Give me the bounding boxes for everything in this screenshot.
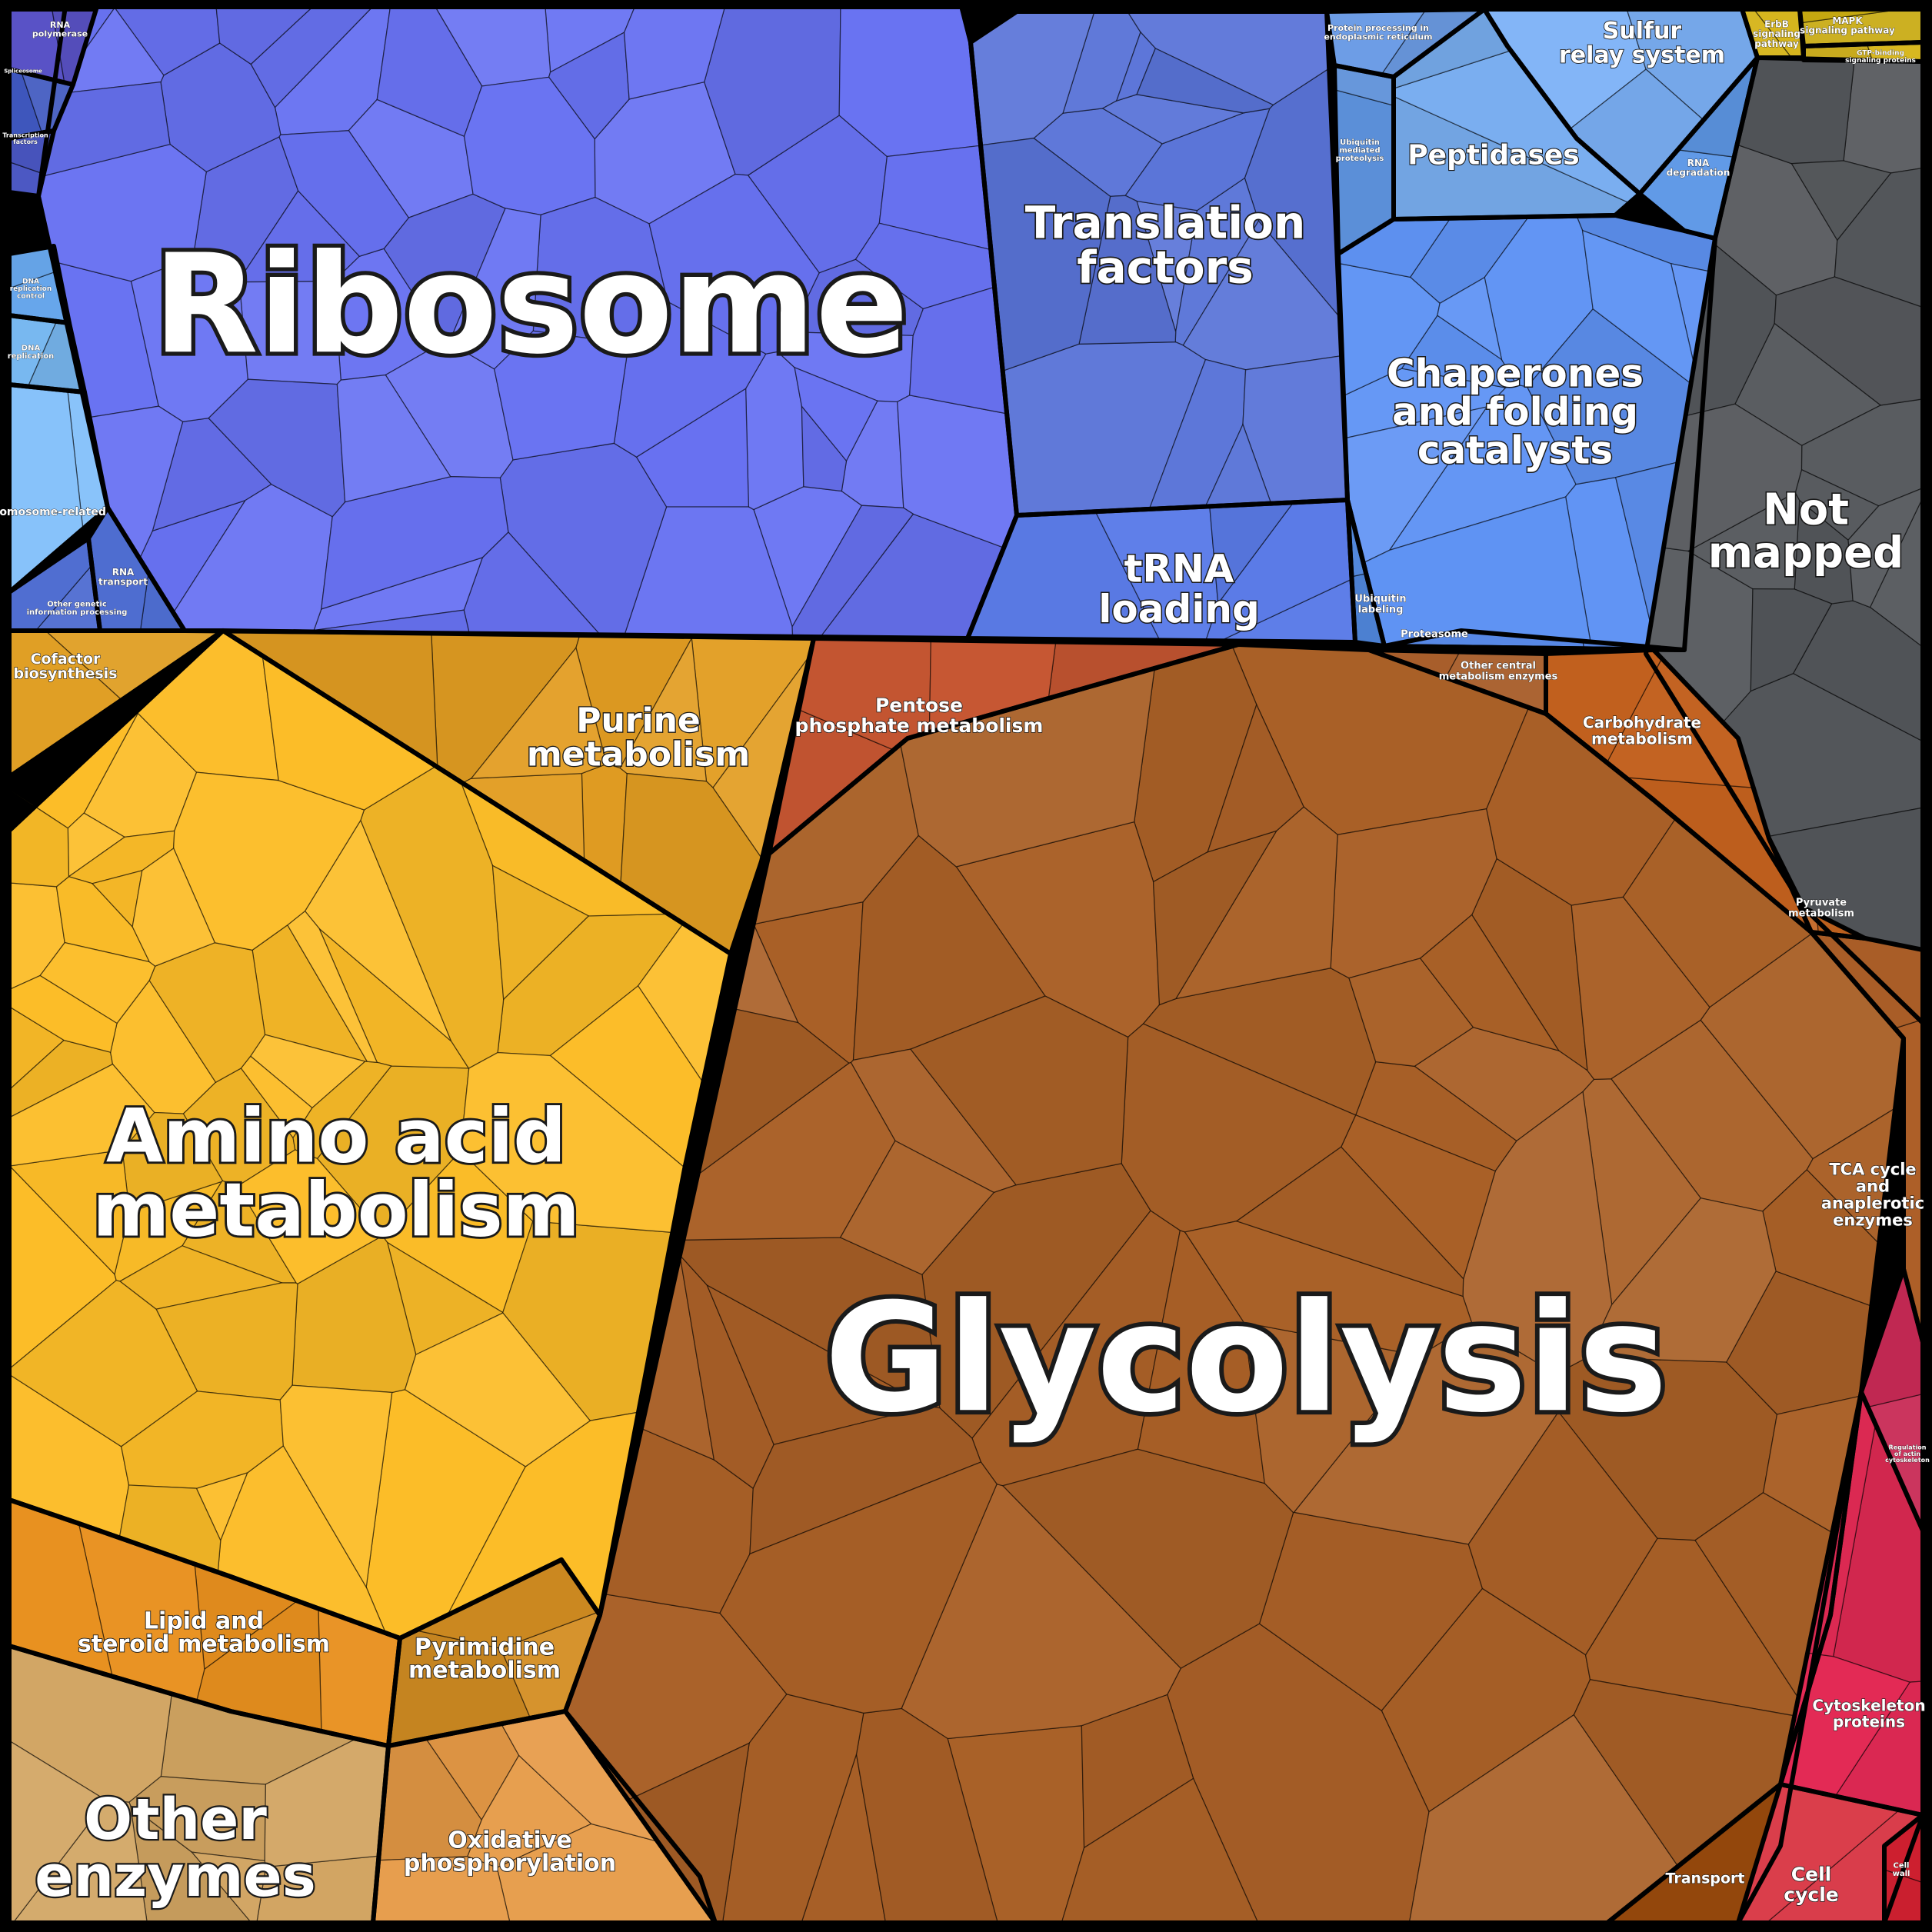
protein-cell [279, 1384, 393, 1589]
region-label-spliceosome: Spliceosome [4, 68, 42, 75]
protein-cell [719, 1461, 998, 1714]
protein-cell [794, 366, 878, 462]
region-border-oxphos [371, 1709, 718, 1925]
protein-cell [132, 848, 216, 967]
region-label-amino-acid: Amino acid metabolism [92, 1094, 579, 1254]
region-label-oxphos: Oxidative phosphorylation [404, 1827, 616, 1877]
region-label-mapk: MAPK signaling pathway [1800, 15, 1895, 36]
region-label-dna-repair: DNA replication control [10, 278, 52, 301]
protein-cell [173, 771, 365, 951]
region-label-chaperones: Chaperones and folding catalysts [1387, 351, 1644, 473]
region-border-glycolysis [563, 642, 1906, 1925]
region-border-purine [221, 628, 816, 956]
region-label-proteasome: Proteasome [1401, 629, 1468, 641]
region-label-actin-regulation: Regulation of actin cytoskeleton [1885, 1444, 1930, 1464]
region-label-pentose-phosphate: Pentose phosphate metabolism [795, 695, 1044, 737]
protein-cell [286, 910, 378, 1064]
protein-cell [980, 138, 1111, 372]
region-label-cytoskeleton: Cytoskeleton proteins [1812, 1697, 1925, 1731]
region-label-pyruvate: Pyruvate metabolism [1788, 898, 1854, 920]
region-border-ubiquitin-proteolysis [1332, 63, 1396, 256]
region-label-dna-replication: DNA replication [8, 344, 55, 361]
region-border-ubiquitin-labeling [1345, 498, 1387, 648]
protein-cell [1467, 1411, 1658, 1656]
region-border-pentose-phosphate [767, 636, 1241, 856]
protein-cell [491, 864, 590, 1001]
protein-cell [839, 1140, 995, 1275]
region-label-translation-factors: Translation factors [1025, 196, 1306, 293]
region-label-ubiquitin-labeling: Ubiquitin labeling [1354, 594, 1406, 616]
protein-cell [648, 173, 820, 355]
protein-cell [493, 330, 630, 461]
protein-cell [838, 5, 981, 158]
protein-cell [909, 995, 1129, 1186]
region-label-other-enzymes: Other enzymes [35, 1787, 316, 1910]
protein-cell [1437, 276, 1503, 361]
region-label-sulfur-relay: Sulfur relay system [1559, 18, 1725, 69]
protein-cell [404, 1312, 591, 1467]
region-label-ubiquitin-proteolysis: Ubiquitin mediated proteolysis [1336, 138, 1384, 163]
protein-cell [278, 130, 410, 257]
region-label-erbb: ErbB signaling pathway [1753, 19, 1800, 49]
region-label-rna-polymerase: RNA polymerase [32, 20, 88, 39]
region-label-cell-cycle: Cell cycle [1784, 1864, 1838, 1906]
region-label-transcription-factors: Transcription factors [2, 132, 48, 145]
protein-cell [470, 646, 608, 779]
region-label-glycolysis: Glycolysis [824, 1271, 1668, 1445]
protein-cell [1843, 59, 1924, 174]
protein-cell [749, 1405, 982, 1555]
region-label-lipid: Lipid and steroid metabolism [78, 1608, 330, 1658]
region-label-ribosome: Ribosome [153, 225, 908, 384]
region-border-proteasome [1382, 628, 1687, 652]
region-label-dna-recombination: Other genetic information processing [27, 600, 128, 617]
region-label-cell-wall: Cell wall [1893, 1861, 1910, 1878]
region-label-not-mapped: Not mapped [1708, 485, 1904, 578]
region-label-rna-transport: RNA transport [98, 567, 148, 588]
region-label-carbohydrate: Carbohydrate metabolism [1583, 714, 1701, 748]
region-label-rna-degradation: RNA degradation [1667, 158, 1730, 178]
region-label-protein-processing-er: Protein processing in endoplasmic reticul… [1324, 23, 1432, 42]
region-label-cofactor: Cofactor biosynthesis [13, 651, 117, 682]
protein-cell [1750, 588, 1833, 692]
region-label-other-central: Other central metabolism enzymes [1439, 661, 1558, 683]
region-label-gtp-binding: GTP-binding signaling proteins [1845, 49, 1916, 65]
protein-cell [1419, 914, 1561, 1052]
protein-cell [777, 331, 914, 403]
protein-cell [1136, 48, 1274, 114]
protein-cell [336, 374, 451, 503]
region-label-purine: Purine metabolism [527, 701, 750, 774]
protein-cell [1581, 229, 1701, 392]
protein-cell [1207, 703, 1304, 853]
protein-cell [130, 256, 248, 422]
region-label-chromosome-related: Chromosome-related [0, 506, 106, 518]
region-label-pyrimidine: Pyrimidine metabolism [408, 1634, 561, 1684]
protein-cell [1790, 160, 1892, 242]
region-label-trna-loading: tRNA loading [1098, 546, 1260, 631]
protein-cell [1586, 1198, 1777, 1363]
region-label-peptidases: Peptidases [1407, 140, 1579, 172]
region-label-tca: TCA cycle and anaplerotic enzymes [1821, 1160, 1924, 1229]
protein-cell [1235, 1146, 1464, 1297]
region-label-transport: Transport [1665, 1870, 1744, 1887]
protein-cell [1152, 830, 1278, 1006]
protein-cell [237, 1149, 384, 1284]
